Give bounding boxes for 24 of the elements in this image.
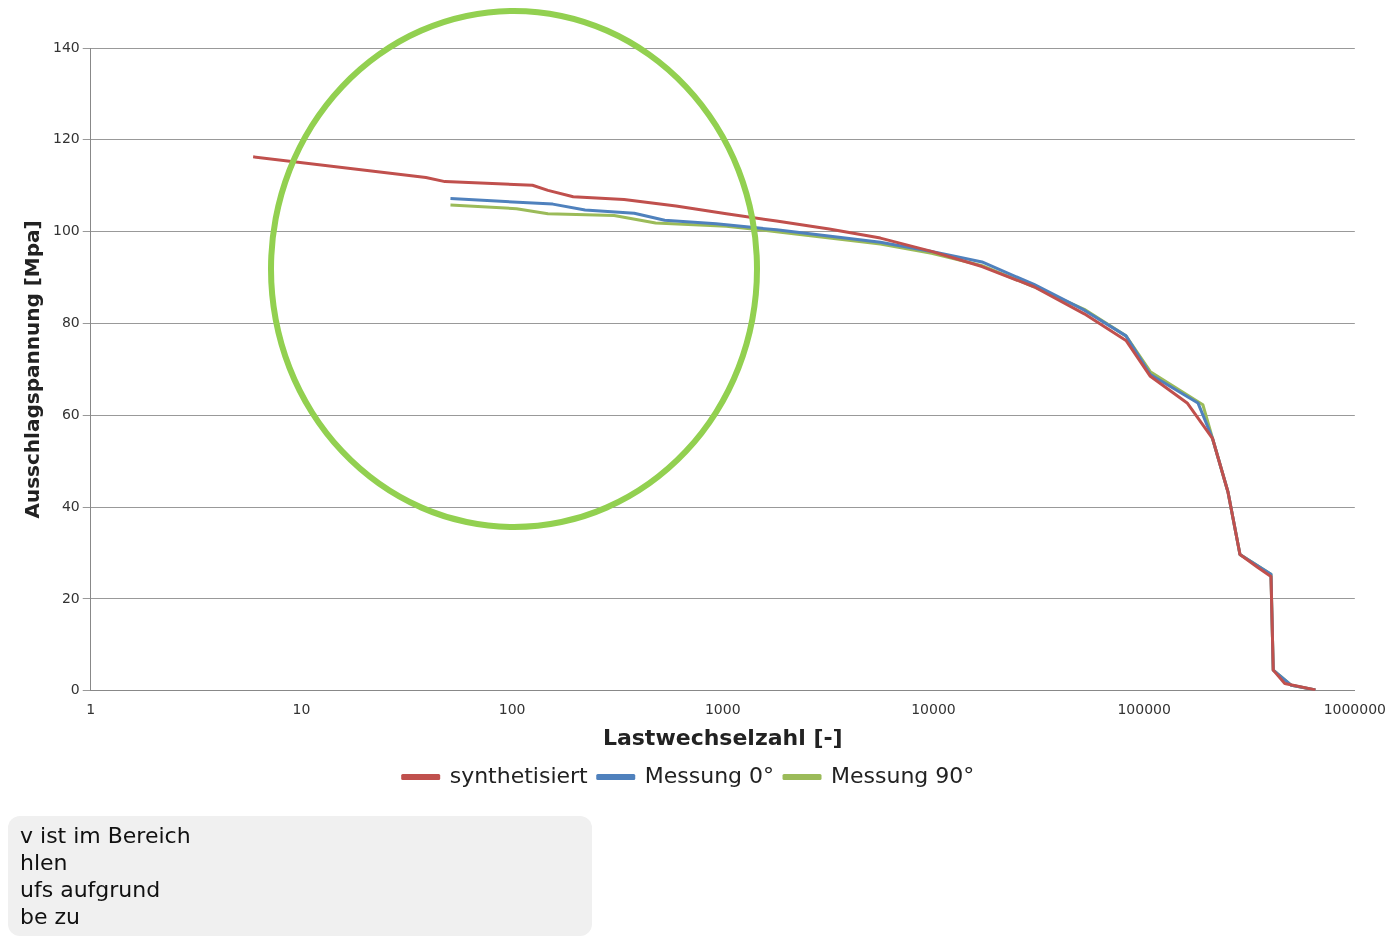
text: ufs aufgrund <box>20 876 162 903</box>
y-axis-title: Ausschlagspannung [Mpa] <box>20 220 45 519</box>
y-tick-label: 0 <box>70 681 80 698</box>
y-tick-label: 140 <box>52 38 80 55</box>
x-tick-label: 10000 <box>911 700 956 717</box>
text: v ist im Bereich <box>20 822 192 849</box>
text: be zu <box>20 903 81 930</box>
y-tick-label: 100 <box>52 222 80 239</box>
y-tick-label: 80 <box>61 314 80 331</box>
legend-label: Messung 90° <box>831 762 975 788</box>
y-tick-label: 60 <box>61 405 80 422</box>
x-tick-label: 1000000 <box>1323 700 1386 717</box>
y-tick-label: 20 <box>61 589 80 606</box>
x-tick-label: 1 <box>86 700 96 717</box>
legend-label: Messung 0° <box>644 762 775 788</box>
y-tick-label: 40 <box>61 497 80 514</box>
x-tick-label: 100 <box>498 700 526 717</box>
x-tick-label: 100000 <box>1117 700 1171 717</box>
text: hlen <box>20 849 69 876</box>
y-tick-label: 120 <box>52 130 80 147</box>
x-tick-label: 1000 <box>704 700 741 717</box>
x-axis-title: Lastwechselzahl [-] <box>602 724 843 750</box>
legend-label: synthetisiert <box>449 762 589 788</box>
x-tick-label: 10 <box>292 700 311 717</box>
